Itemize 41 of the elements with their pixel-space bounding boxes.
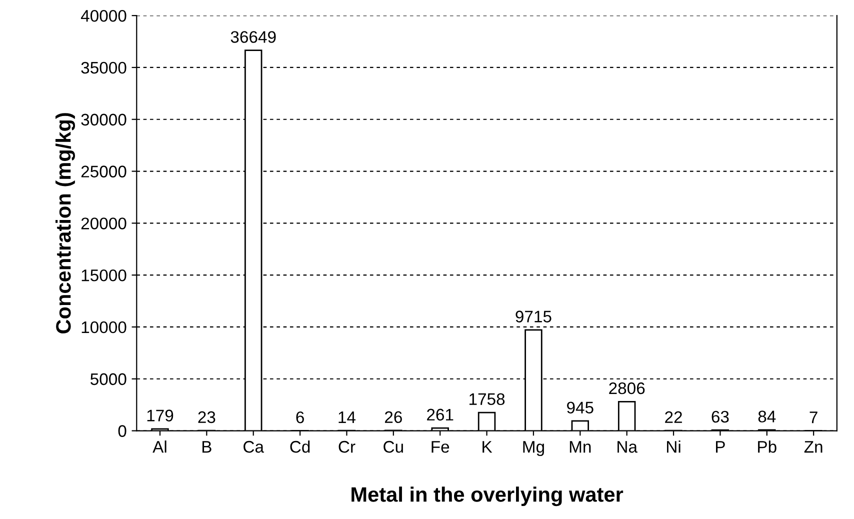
data-label: 63 [712,410,729,423]
x-tick-label: Mn [570,441,591,453]
x-tick-label: Pb [758,440,776,453]
data-label: 7 [810,412,818,424]
y-tick-label: 10000 [82,321,126,334]
x-tick-label: Fe [432,441,450,453]
data-label: 179 [147,410,174,422]
y-tick-label: 40000 [80,10,126,22]
x-tick-label: B [202,441,212,453]
y-tick-label: 35000 [81,62,126,74]
x-tick-label: Cu [384,440,403,453]
data-label: 22 [665,411,682,423]
data-label: 14 [338,412,356,423]
y-tick-label: 5000 [90,373,126,386]
y-axis-title: Concentration (mg/kg) [56,113,76,334]
x-axis-title: Metal in the overlying water [352,486,624,506]
x-tick-label: K [482,441,492,453]
y-tick-label: 25000 [81,166,126,178]
y-tick-label: 15000 [82,269,126,282]
data-label: 1758 [470,393,505,406]
data-label: 945 [567,402,594,414]
x-tick-label: Ni [667,440,680,453]
x-tick-label: Cr [338,440,356,453]
data-label: 36649 [230,31,276,43]
y-tick-label: 20000 [81,218,126,230]
x-tick-label: Na [618,441,638,453]
x-tick-label: Cd [290,440,310,453]
x-tick-label: Mg [523,441,544,456]
y-tick-label: 30000 [81,114,126,126]
data-label: 26 [384,411,402,424]
data-label: 9715 [516,310,552,322]
data-label: 6 [296,411,304,424]
data-label: 84 [758,410,776,422]
data-label: 261 [427,408,454,421]
data-label: 2806 [609,382,645,394]
x-tick-label: Al [152,440,166,453]
data-label: 23 [198,411,216,424]
x-tick-label: P [716,441,725,453]
x-tick-label: Zn [804,441,822,453]
y-tick-label: 0 [118,425,126,437]
x-tick-label: Ca [244,440,264,453]
